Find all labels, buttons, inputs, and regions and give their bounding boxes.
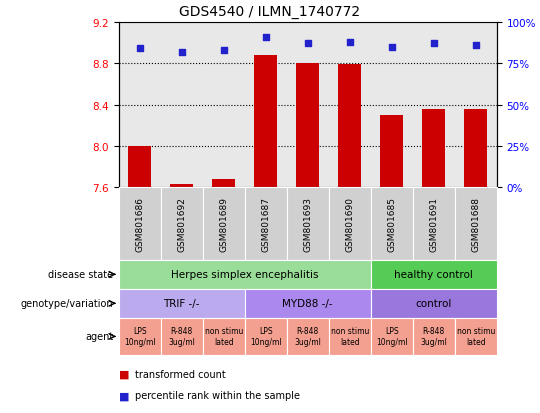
- Text: R-848
3ug/ml: R-848 3ug/ml: [420, 327, 447, 347]
- Text: GSM801691: GSM801691: [429, 197, 438, 252]
- Text: Herpes simplex encephalitis: Herpes simplex encephalitis: [171, 270, 319, 280]
- Text: LPS
10ng/ml: LPS 10ng/ml: [124, 327, 156, 347]
- Text: LPS
10ng/ml: LPS 10ng/ml: [376, 327, 408, 347]
- Point: [303, 41, 312, 47]
- Text: GSM801687: GSM801687: [261, 197, 271, 252]
- Point: [429, 41, 438, 47]
- Bar: [338, 65, 361, 188]
- Bar: [464, 109, 488, 188]
- Point: [178, 49, 186, 56]
- Text: GSM801693: GSM801693: [303, 197, 312, 252]
- Text: healthy control: healthy control: [394, 270, 473, 280]
- Text: LPS
10ng/ml: LPS 10ng/ml: [250, 327, 282, 347]
- Text: disease state: disease state: [48, 270, 113, 280]
- Point: [219, 47, 228, 54]
- Bar: [129, 147, 151, 188]
- Text: GSM801690: GSM801690: [345, 197, 354, 252]
- Text: percentile rank within the sample: percentile rank within the sample: [135, 390, 300, 401]
- Bar: [212, 180, 235, 188]
- Text: GSM801689: GSM801689: [219, 197, 228, 252]
- Point: [136, 46, 144, 52]
- Point: [471, 43, 480, 49]
- Point: [261, 34, 270, 41]
- Text: non stimu
lated: non stimu lated: [330, 327, 369, 347]
- Text: MYD88 -/-: MYD88 -/-: [282, 299, 333, 309]
- Text: GSM801688: GSM801688: [471, 197, 480, 252]
- Text: GDS4540 / ILMN_1740772: GDS4540 / ILMN_1740772: [179, 5, 361, 19]
- Bar: [380, 116, 403, 188]
- Bar: [254, 56, 278, 188]
- Text: GSM801692: GSM801692: [177, 197, 186, 252]
- Text: non stimu
lated: non stimu lated: [457, 327, 495, 347]
- Text: GSM801686: GSM801686: [136, 197, 144, 252]
- Text: genotype/variation: genotype/variation: [21, 299, 113, 309]
- Text: R-848
3ug/ml: R-848 3ug/ml: [294, 327, 321, 347]
- Bar: [170, 185, 193, 188]
- Point: [346, 39, 354, 46]
- Text: ■: ■: [119, 369, 129, 379]
- Point: [388, 44, 396, 51]
- Text: ■: ■: [119, 390, 129, 401]
- Text: non stimu
lated: non stimu lated: [205, 327, 243, 347]
- Bar: [422, 109, 446, 188]
- Bar: [296, 64, 319, 188]
- Text: TRIF -/-: TRIF -/-: [164, 299, 200, 309]
- Text: agent: agent: [85, 332, 113, 342]
- Text: R-848
3ug/ml: R-848 3ug/ml: [168, 327, 195, 347]
- Text: control: control: [416, 299, 452, 309]
- Text: GSM801685: GSM801685: [387, 197, 396, 252]
- Text: transformed count: transformed count: [135, 369, 226, 379]
